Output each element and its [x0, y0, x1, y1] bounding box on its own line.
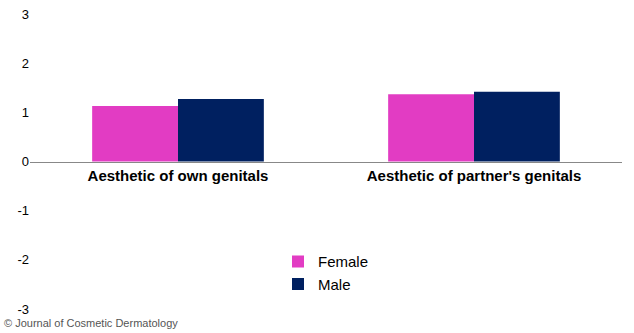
svg-text:Male: Male	[318, 276, 351, 293]
svg-text:Female: Female	[318, 253, 368, 270]
svg-text:3: 3	[22, 7, 29, 22]
svg-text:2: 2	[22, 56, 29, 71]
svg-text:1: 1	[22, 105, 29, 120]
svg-text:-3: -3	[17, 302, 29, 317]
svg-text:Aesthetic of own genitals: Aesthetic of own genitals	[88, 167, 269, 184]
svg-text:Aesthetic of partner's genital: Aesthetic of partner's genitals	[367, 167, 581, 184]
svg-text:© Journal of Cosmetic Dermatol: © Journal of Cosmetic Dermatology	[4, 317, 178, 329]
svg-text:0: 0	[22, 154, 29, 169]
svg-text:-2: -2	[17, 252, 29, 267]
svg-text:-1: -1	[17, 203, 29, 218]
